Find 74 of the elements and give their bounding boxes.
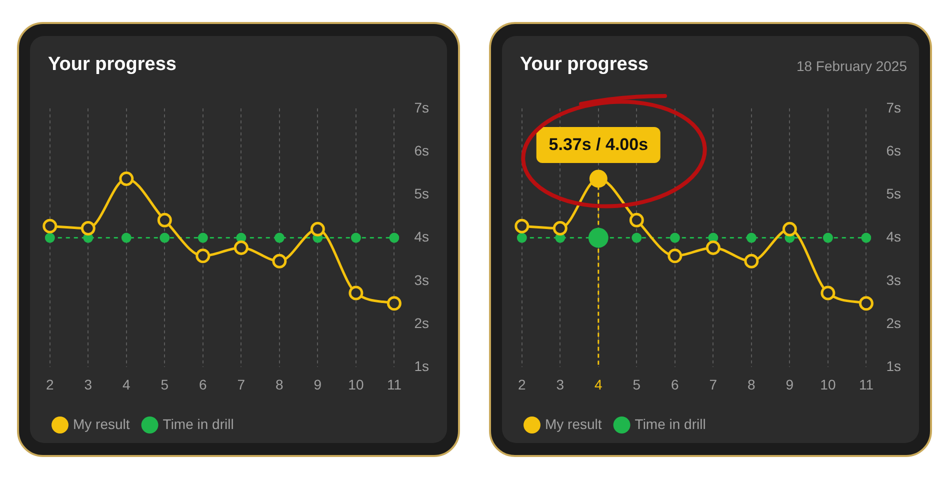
- x-tick-label: 11: [386, 376, 402, 392]
- y-tick-label: 5s: [414, 186, 430, 202]
- chart-title: Your progress: [48, 54, 176, 76]
- legend-label: My result: [73, 416, 130, 432]
- point: [121, 232, 132, 243]
- point: [234, 240, 248, 255]
- point: [746, 232, 756, 243]
- point: [632, 232, 642, 243]
- point: [706, 240, 720, 255]
- legend-label: My result: [545, 416, 602, 432]
- point: [514, 218, 530, 234]
- x-tick-label: 3: [556, 376, 564, 392]
- point: [348, 286, 364, 300]
- chart-title: Your progress: [520, 54, 648, 76]
- point: [160, 232, 170, 243]
- point: [274, 232, 284, 243]
- y-tick-label: 4s: [886, 228, 902, 245]
- point: [670, 232, 680, 243]
- chart-subtitle: 18 February 2025: [796, 58, 907, 74]
- x-tick-label: 4: [122, 376, 131, 392]
- point: [744, 254, 759, 268]
- point: [822, 232, 833, 243]
- x-tick-label: 8: [748, 376, 756, 392]
- y-tick-label: 4s: [414, 228, 430, 245]
- point: [516, 232, 527, 243]
- x-tick-label: 10: [348, 376, 364, 392]
- x-tick-label: 10: [820, 376, 836, 392]
- x-tick-label: 2: [518, 376, 526, 392]
- point: [350, 232, 361, 243]
- point: [861, 232, 872, 243]
- x-tick-label: 9: [786, 376, 794, 392]
- x-tick-label: 7: [237, 376, 246, 392]
- y-tick-label: 2s: [886, 314, 902, 331]
- legend-label: Time in drill: [634, 416, 706, 432]
- point: [310, 222, 325, 236]
- y-tick-label: 6s: [414, 142, 430, 158]
- point: [552, 221, 568, 236]
- point: [157, 212, 172, 228]
- x-tick-label: 3: [84, 376, 92, 392]
- y-tick-label: 6s: [886, 142, 902, 158]
- x-tick-label: 6: [671, 376, 680, 392]
- y-tick-label: 7s: [414, 99, 430, 116]
- y-tick-label: 3s: [886, 272, 902, 288]
- point: [198, 232, 208, 243]
- x-tick-label: 11: [858, 376, 874, 392]
- point: [389, 232, 400, 243]
- y-tick-label: 2s: [414, 314, 430, 331]
- legend-label: Time in drill: [162, 416, 234, 432]
- x-tick-label: 9: [314, 376, 322, 392]
- point: [386, 296, 402, 311]
- x-tick-label: 7: [709, 376, 718, 392]
- y-tick-label: 3s: [414, 272, 430, 288]
- x-tick-label: 4: [594, 376, 603, 392]
- y-tick-label: 7s: [886, 99, 902, 116]
- point: [119, 171, 134, 186]
- point: [782, 222, 797, 236]
- point: [820, 286, 836, 300]
- point: [629, 212, 644, 228]
- x-tick-label: 6: [199, 376, 208, 392]
- x-tick-label: 8: [276, 376, 284, 392]
- point: [42, 218, 58, 234]
- point: [272, 254, 287, 268]
- annotation: 5.37s / 4.00s: [548, 134, 648, 154]
- x-tick-label: 5: [160, 376, 169, 392]
- y-tick-label: 1s: [414, 358, 430, 374]
- x-tick-label: 2: [46, 376, 54, 392]
- point: [858, 296, 874, 311]
- point: [668, 248, 682, 264]
- x-tick-label: 5: [632, 376, 641, 392]
- y-tick-label: 5s: [886, 186, 902, 202]
- point: [80, 221, 96, 236]
- point: [44, 232, 55, 243]
- point: [196, 248, 210, 264]
- y-tick-label: 1s: [886, 358, 902, 374]
